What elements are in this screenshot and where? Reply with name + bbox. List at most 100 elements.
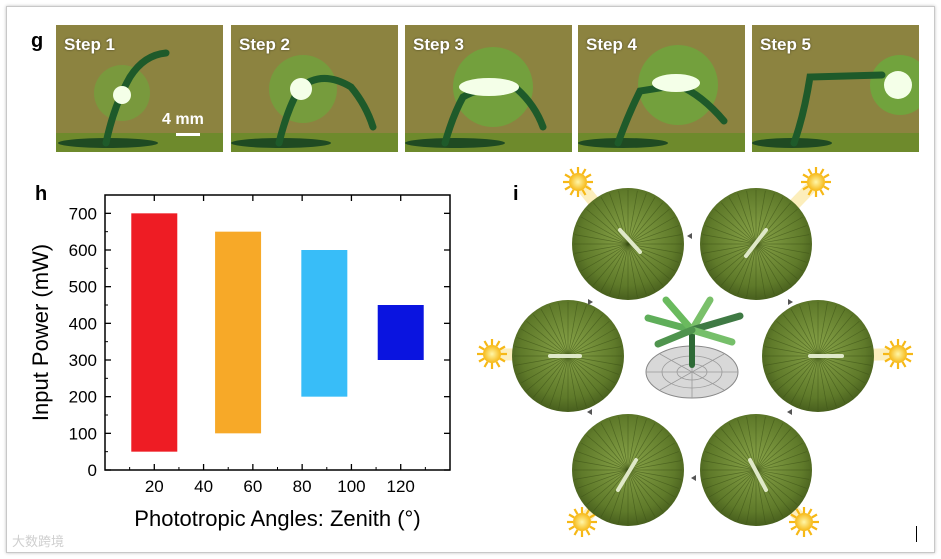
leaf-vein: [728, 197, 757, 245]
leaf-vein: [627, 469, 638, 524]
leaf-vein: [705, 469, 757, 489]
sun-ray: [901, 340, 907, 347]
sun-1: [569, 173, 587, 191]
leaf-vein: [799, 305, 819, 357]
leaf-vein: [558, 355, 569, 410]
leaf-vein: [817, 337, 869, 357]
leaf-vein: [817, 302, 828, 357]
leaf-vein: [705, 243, 757, 263]
leaf-vein: [755, 442, 803, 471]
bar-4: [377, 305, 424, 360]
y-tick-label: 500: [69, 278, 97, 297]
leaf-vein: [817, 321, 860, 357]
sun-4: [889, 345, 907, 363]
leaf-vein: [526, 355, 569, 391]
leaf-vein: [609, 419, 629, 471]
leaf-vein: [709, 216, 757, 245]
step-1-photo: [56, 25, 223, 152]
leaf-vein: [627, 225, 679, 245]
sun-ray: [499, 357, 506, 363]
leaf-vein: [728, 469, 757, 517]
leaf-vein: [627, 243, 638, 298]
leaf-vein: [574, 243, 629, 254]
step-5-label: Step 5: [760, 35, 812, 54]
leaf-vein: [755, 469, 791, 512]
sun-ray: [564, 173, 571, 179]
leaf-vein: [567, 355, 603, 398]
x-tick-label: 60: [243, 477, 262, 496]
leaf-vein: [755, 416, 766, 471]
leaf-vein: [558, 302, 569, 357]
sun-ray: [585, 185, 592, 191]
leaf-vein: [627, 243, 647, 295]
leaf-vein: [517, 337, 569, 357]
step-3-label: Step 3: [413, 35, 465, 54]
leaf-vein: [755, 243, 807, 263]
leaf-vein: [817, 355, 860, 391]
leaf-vein: [600, 423, 629, 471]
leaf-vein: [705, 451, 757, 471]
leaf-vein: [577, 469, 629, 489]
leaf-vein: [581, 216, 629, 245]
leaf-vein: [627, 469, 670, 505]
leaf-vein: [746, 469, 757, 524]
sun-ray: [802, 185, 809, 191]
leaf-vein: [600, 243, 629, 291]
sun-ray: [483, 361, 489, 368]
leaf-vein: [627, 193, 647, 245]
input-power-chart: 0 100 200 300 400 500 600 700 20 40 60 80 100 120 Inp…: [28, 194, 451, 531]
leaf-vein: [618, 416, 629, 471]
sun-ray: [478, 345, 485, 351]
leaf-vein: [755, 469, 807, 489]
leaf-vein: [755, 469, 810, 480]
leaf-vein: [755, 243, 775, 295]
bar-2: [215, 231, 262, 434]
leaf-vein: [574, 469, 629, 480]
sun-ray: [807, 189, 813, 196]
leaf-vein: [737, 469, 757, 521]
phototropism-diagram: [477, 167, 913, 537]
sun-ray: [589, 513, 596, 519]
y-tick-label: 0: [88, 461, 97, 480]
leaf-vein: [627, 469, 682, 480]
leaf-vein: [533, 314, 569, 357]
leaf-vein: [567, 321, 610, 357]
sun-ray: [499, 345, 506, 351]
sun-ray: [569, 189, 575, 196]
sun-ray: [585, 173, 592, 179]
actuator-2: [744, 228, 768, 258]
sun-ray: [905, 345, 912, 351]
leaf-vein: [799, 355, 819, 407]
leaf-vein: [790, 309, 819, 357]
leaf-vein: [627, 243, 670, 279]
sun-ray: [569, 168, 575, 175]
leaf-vein: [755, 243, 784, 291]
leaf-vein: [755, 243, 810, 254]
sun-ray: [884, 357, 891, 363]
y-tick-label: 600: [69, 241, 97, 260]
sun-ray: [823, 173, 830, 179]
sun-ray: [811, 513, 818, 519]
center-model: [644, 296, 744, 399]
leaf-vein: [737, 243, 757, 295]
cycle-arrow-6: [588, 299, 593, 305]
step-3-photo: [405, 25, 572, 152]
leaf-vein: [540, 309, 569, 357]
leaf-vein: [817, 355, 828, 410]
leaf-vein: [627, 451, 679, 471]
leaf-vein: [755, 435, 798, 471]
leaf-vein: [567, 355, 596, 403]
leaf-vein: [549, 355, 569, 407]
leaf-vein: [721, 202, 757, 245]
y-axis-label: Input Power (mW): [28, 244, 53, 421]
leaf-vein: [627, 190, 638, 245]
leaf-vein: [755, 451, 807, 471]
sun-ray: [795, 529, 801, 536]
sun-ray: [811, 525, 818, 531]
leaf-vein: [755, 243, 791, 286]
scale-bar: [176, 133, 200, 136]
leaf-vein: [627, 469, 663, 512]
leaf-vein: [586, 469, 629, 505]
actuator-5: [616, 458, 638, 492]
leaf-vein: [567, 314, 603, 357]
